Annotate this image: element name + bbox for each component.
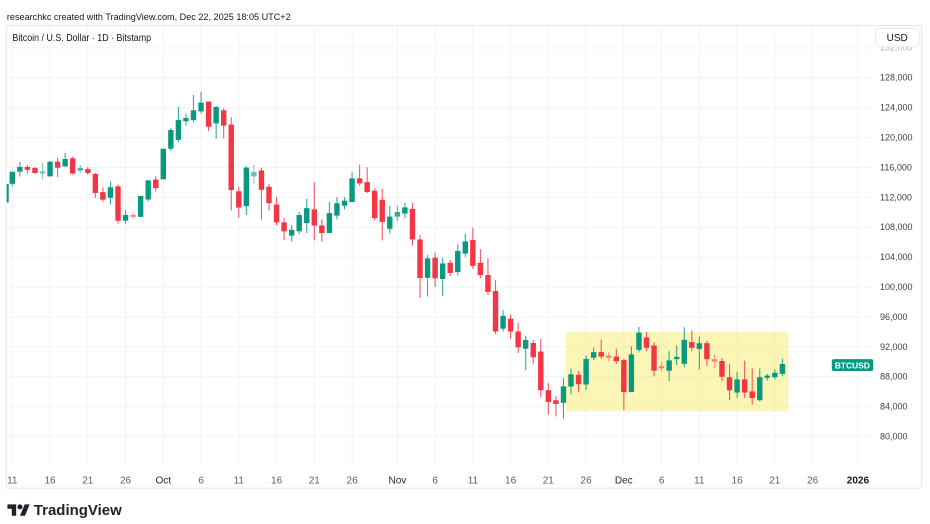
svg-text:Dec: Dec <box>615 475 633 486</box>
svg-text:11: 11 <box>468 475 479 486</box>
svg-text:128,000: 128,000 <box>880 73 913 83</box>
svg-text:26: 26 <box>807 475 819 486</box>
svg-text:11: 11 <box>694 475 705 486</box>
svg-text:21: 21 <box>309 475 321 486</box>
svg-text:100,000: 100,000 <box>880 282 913 292</box>
svg-text:21: 21 <box>82 475 94 486</box>
svg-text:16: 16 <box>44 475 56 486</box>
svg-text:92,000: 92,000 <box>880 342 908 352</box>
svg-text:6: 6 <box>198 475 204 486</box>
svg-text:21: 21 <box>769 475 781 486</box>
svg-text:112,000: 112,000 <box>880 192 912 202</box>
svg-text:84,000: 84,000 <box>880 402 908 412</box>
svg-text:26: 26 <box>120 475 132 486</box>
svg-text:26: 26 <box>581 475 593 486</box>
svg-text:88,000: 88,000 <box>880 372 908 382</box>
svg-text:21: 21 <box>543 475 555 486</box>
svg-text:116,000: 116,000 <box>880 162 912 172</box>
svg-text:Oct: Oct <box>156 475 172 486</box>
svg-text:108,000: 108,000 <box>880 222 913 232</box>
svg-text:11: 11 <box>7 475 18 486</box>
svg-text:124,000: 124,000 <box>880 103 913 113</box>
svg-text:11: 11 <box>234 475 245 486</box>
svg-text:2026: 2026 <box>847 475 870 486</box>
svg-text:6: 6 <box>659 475 665 486</box>
svg-text:Bitcoin / U.S. Dollar · 1D · B: Bitcoin / U.S. Dollar · 1D · Bitstamp <box>12 32 151 44</box>
svg-text:120,000: 120,000 <box>880 133 913 143</box>
svg-text:16: 16 <box>505 475 517 486</box>
svg-text:80,000: 80,000 <box>880 432 908 442</box>
svg-text:26: 26 <box>347 475 359 486</box>
svg-text:96,000: 96,000 <box>880 312 908 322</box>
svg-text:6: 6 <box>432 475 438 486</box>
svg-text:researchkc created with Tradin: researchkc created with TradingView.com,… <box>7 11 291 22</box>
svg-text:104,000: 104,000 <box>880 252 913 262</box>
svg-text:16: 16 <box>732 475 744 486</box>
svg-text:TradingView: TradingView <box>34 503 123 519</box>
svg-text:USD: USD <box>887 33 908 44</box>
svg-text:Nov: Nov <box>389 475 407 486</box>
svg-text:BTCUSD: BTCUSD <box>835 360 870 370</box>
svg-text:16: 16 <box>271 475 283 486</box>
